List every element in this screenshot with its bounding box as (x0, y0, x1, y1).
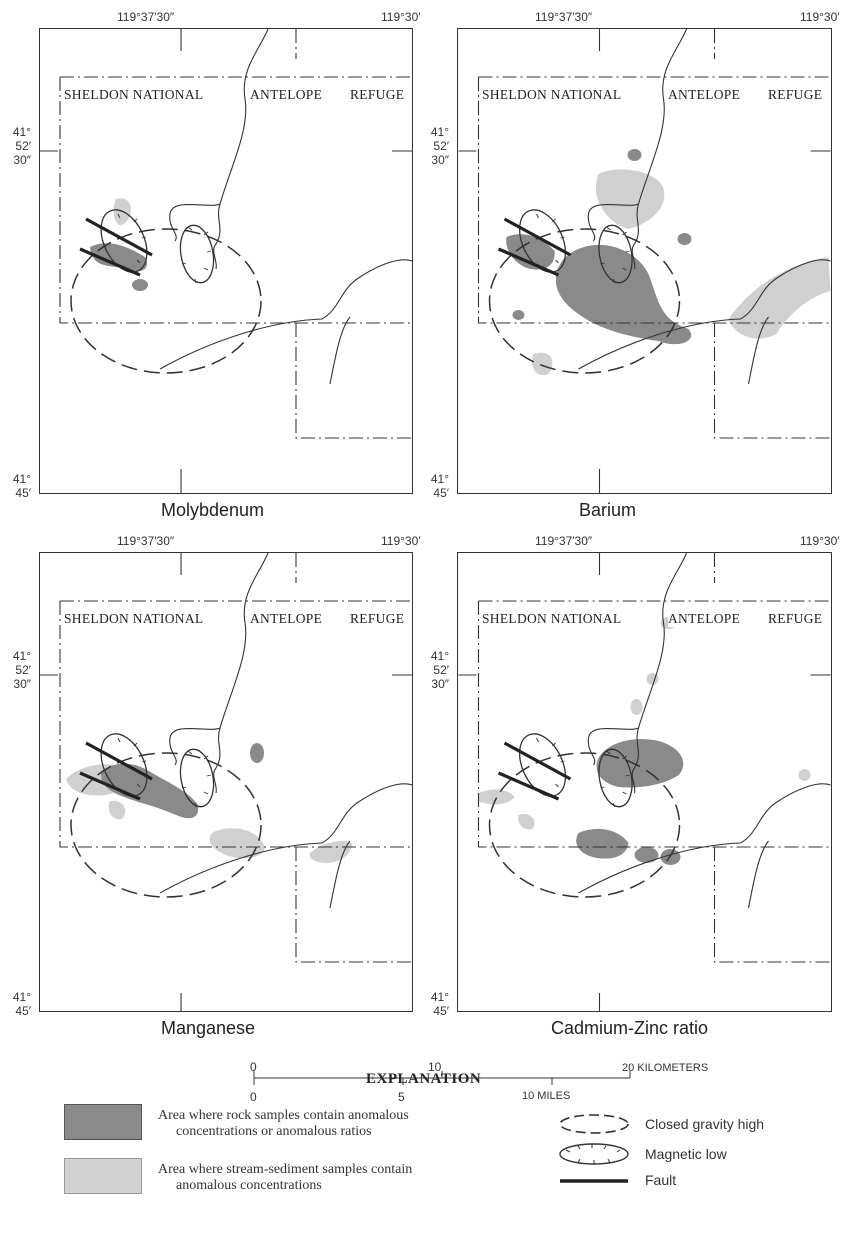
gravity-high-symbol (559, 1114, 629, 1134)
scale-mile-0: 0 (250, 1090, 257, 1104)
lat-top-label: 41° 52′ 30″ (430, 125, 449, 167)
scale-km-20: 20 KILOMETERS (622, 1062, 709, 1074)
stream-anomaly-swatch (64, 1158, 142, 1194)
refuge-label-part2: ANTELOPE (668, 87, 741, 103)
element-caption: Barium (579, 500, 637, 520)
lon-left-label: 119°37′30″ (535, 534, 593, 548)
lat-bottom-label: 41° 45′ (430, 990, 449, 1018)
element-caption: Molybdenum (161, 500, 265, 520)
base-map (458, 29, 831, 493)
refuge-label-part2: ANTELOPE (250, 611, 323, 627)
magnetic-low-symbol (559, 1143, 629, 1165)
map-drawing (458, 29, 831, 493)
lat-top-label: 41° 52′ 30″ (12, 125, 31, 167)
element-caption: Cadmium-Zinc ratio (551, 1018, 709, 1038)
map-drawing (40, 29, 412, 493)
rock-anomaly-swatch (64, 1104, 142, 1140)
rock-anomaly-label: Area where rock samples contain anomalou… (158, 1108, 409, 1139)
anomaly-areas (506, 149, 831, 376)
refuge-label-part1: SHELDON NATIONAL (482, 87, 622, 103)
lon-left-label: 119°37′30″ (117, 10, 175, 24)
scale-mile-10: 10 MILES (522, 1090, 571, 1102)
refuge-label-part2: ANTELOPE (668, 611, 741, 627)
scale-mile-5: 5 (398, 1090, 405, 1104)
anomaly-areas (90, 198, 148, 291)
map-frame: SHELDON NATIONAL ANTELOPE REFUGE (457, 552, 832, 1012)
refuge-label-part2: ANTELOPE (250, 87, 323, 103)
map-frame: SHELDON NATIONAL ANTELOPE REFUGE (39, 552, 413, 1012)
map-frame: SHELDON NATIONAL ANTELOPE REFUGE (39, 28, 413, 494)
lon-left-label: 119°37′30″ (117, 534, 175, 548)
map-frame: SHELDON NATIONAL ANTELOPE REFUGE (457, 28, 832, 494)
lat-top-label: 41° 52′ 30″ (430, 649, 449, 691)
fault-label: Fault (645, 1172, 677, 1188)
lon-right-label: 119°30′ (800, 534, 840, 548)
lat-bottom-label: 41° 45′ (12, 990, 31, 1018)
refuge-label-part1: SHELDON NATIONAL (64, 87, 204, 103)
refuge-label-part3: REFUGE (768, 611, 823, 627)
lon-right-label: 119°30′ (800, 10, 840, 24)
explanation-title: EXPLANATION (366, 1071, 482, 1087)
scale-km-0: 0 (250, 1060, 257, 1074)
base-map (40, 553, 412, 1011)
refuge-label-part3: REFUGE (768, 87, 823, 103)
stream-anomaly-label: Area where stream-sediment samples conta… (158, 1162, 413, 1193)
lat-bottom-label: 41° 45′ (430, 472, 449, 500)
map-drawing (40, 553, 412, 1011)
anomaly-areas (478, 617, 811, 865)
refuge-label-part1: SHELDON NATIONAL (482, 611, 622, 627)
lon-right-label: 119°30′ (381, 10, 421, 24)
lon-right-label: 119°30′ (381, 534, 421, 548)
refuge-label-part3: REFUGE (350, 611, 405, 627)
element-caption: Manganese (161, 1018, 256, 1038)
lon-left-label: 119°37′30″ (535, 10, 593, 24)
base-map (40, 29, 412, 493)
gravity-high-label: Closed gravity high (645, 1116, 765, 1132)
map-drawing (458, 553, 831, 1011)
lat-top-label: 41° 52′ 30″ (12, 649, 31, 691)
magnetic-low-label: Magnetic low (645, 1146, 727, 1162)
refuge-label-part1: SHELDON NATIONAL (64, 611, 204, 627)
lat-bottom-label: 41° 45′ (12, 472, 31, 500)
refuge-label-part3: REFUGE (350, 87, 405, 103)
base-map (458, 553, 831, 1011)
scale-km-10: 10 (428, 1060, 442, 1074)
